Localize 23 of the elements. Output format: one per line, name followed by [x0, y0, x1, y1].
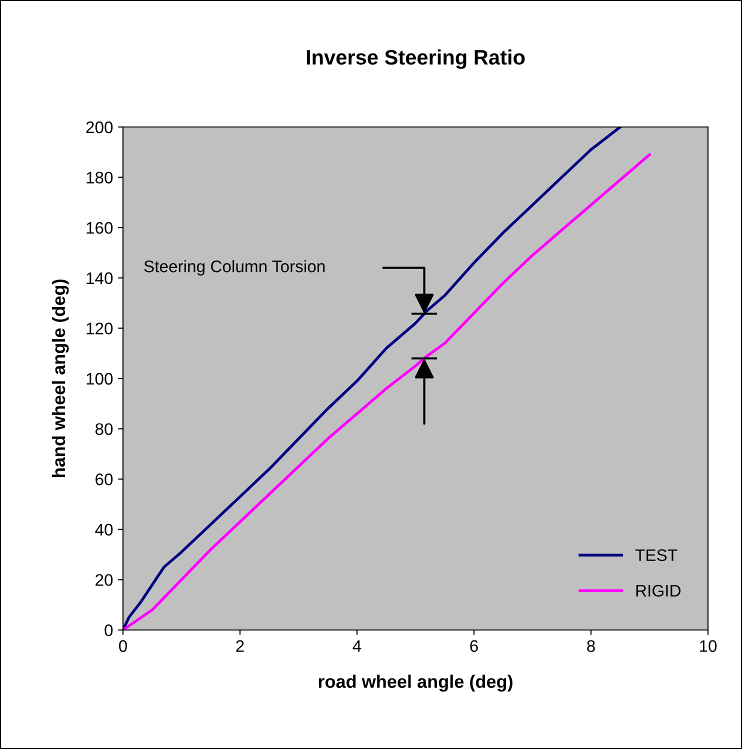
chart-title: Inverse Steering Ratio — [306, 49, 525, 69]
y-tick-label: 20 — [96, 574, 113, 586]
x-tick-label: 10 — [700, 640, 717, 652]
y-axis-title: hand wheel angle (deg) — [52, 280, 69, 478]
x-tick-label: 4 — [352, 640, 362, 652]
y-tick-label: 160 — [86, 222, 113, 234]
annotation: Steering Column Torsion — [144, 260, 325, 276]
x-tick-label: 6 — [470, 640, 478, 652]
legend-label: TEST — [635, 549, 678, 562]
y-tick-label: 200 — [86, 121, 113, 134]
y-tick-label: 0 — [104, 624, 113, 636]
y-tick-label: 140 — [86, 272, 113, 284]
y-tick-label: 120 — [86, 322, 113, 334]
y-tick-label: 100 — [86, 372, 113, 385]
x-axis-title: road wheel angle (deg) — [318, 674, 512, 692]
y-tick-label: 40 — [95, 524, 113, 536]
y-tick-label: 60 — [96, 474, 113, 486]
x-tick-label: 0 — [119, 640, 127, 652]
x-tick-label: 2 — [236, 640, 244, 652]
x-tick-label: 8 — [587, 640, 595, 652]
legend-label: RIGID — [636, 584, 681, 597]
y-tick-label: 180 — [86, 172, 113, 184]
y-tick-label: 80 — [95, 423, 113, 436]
